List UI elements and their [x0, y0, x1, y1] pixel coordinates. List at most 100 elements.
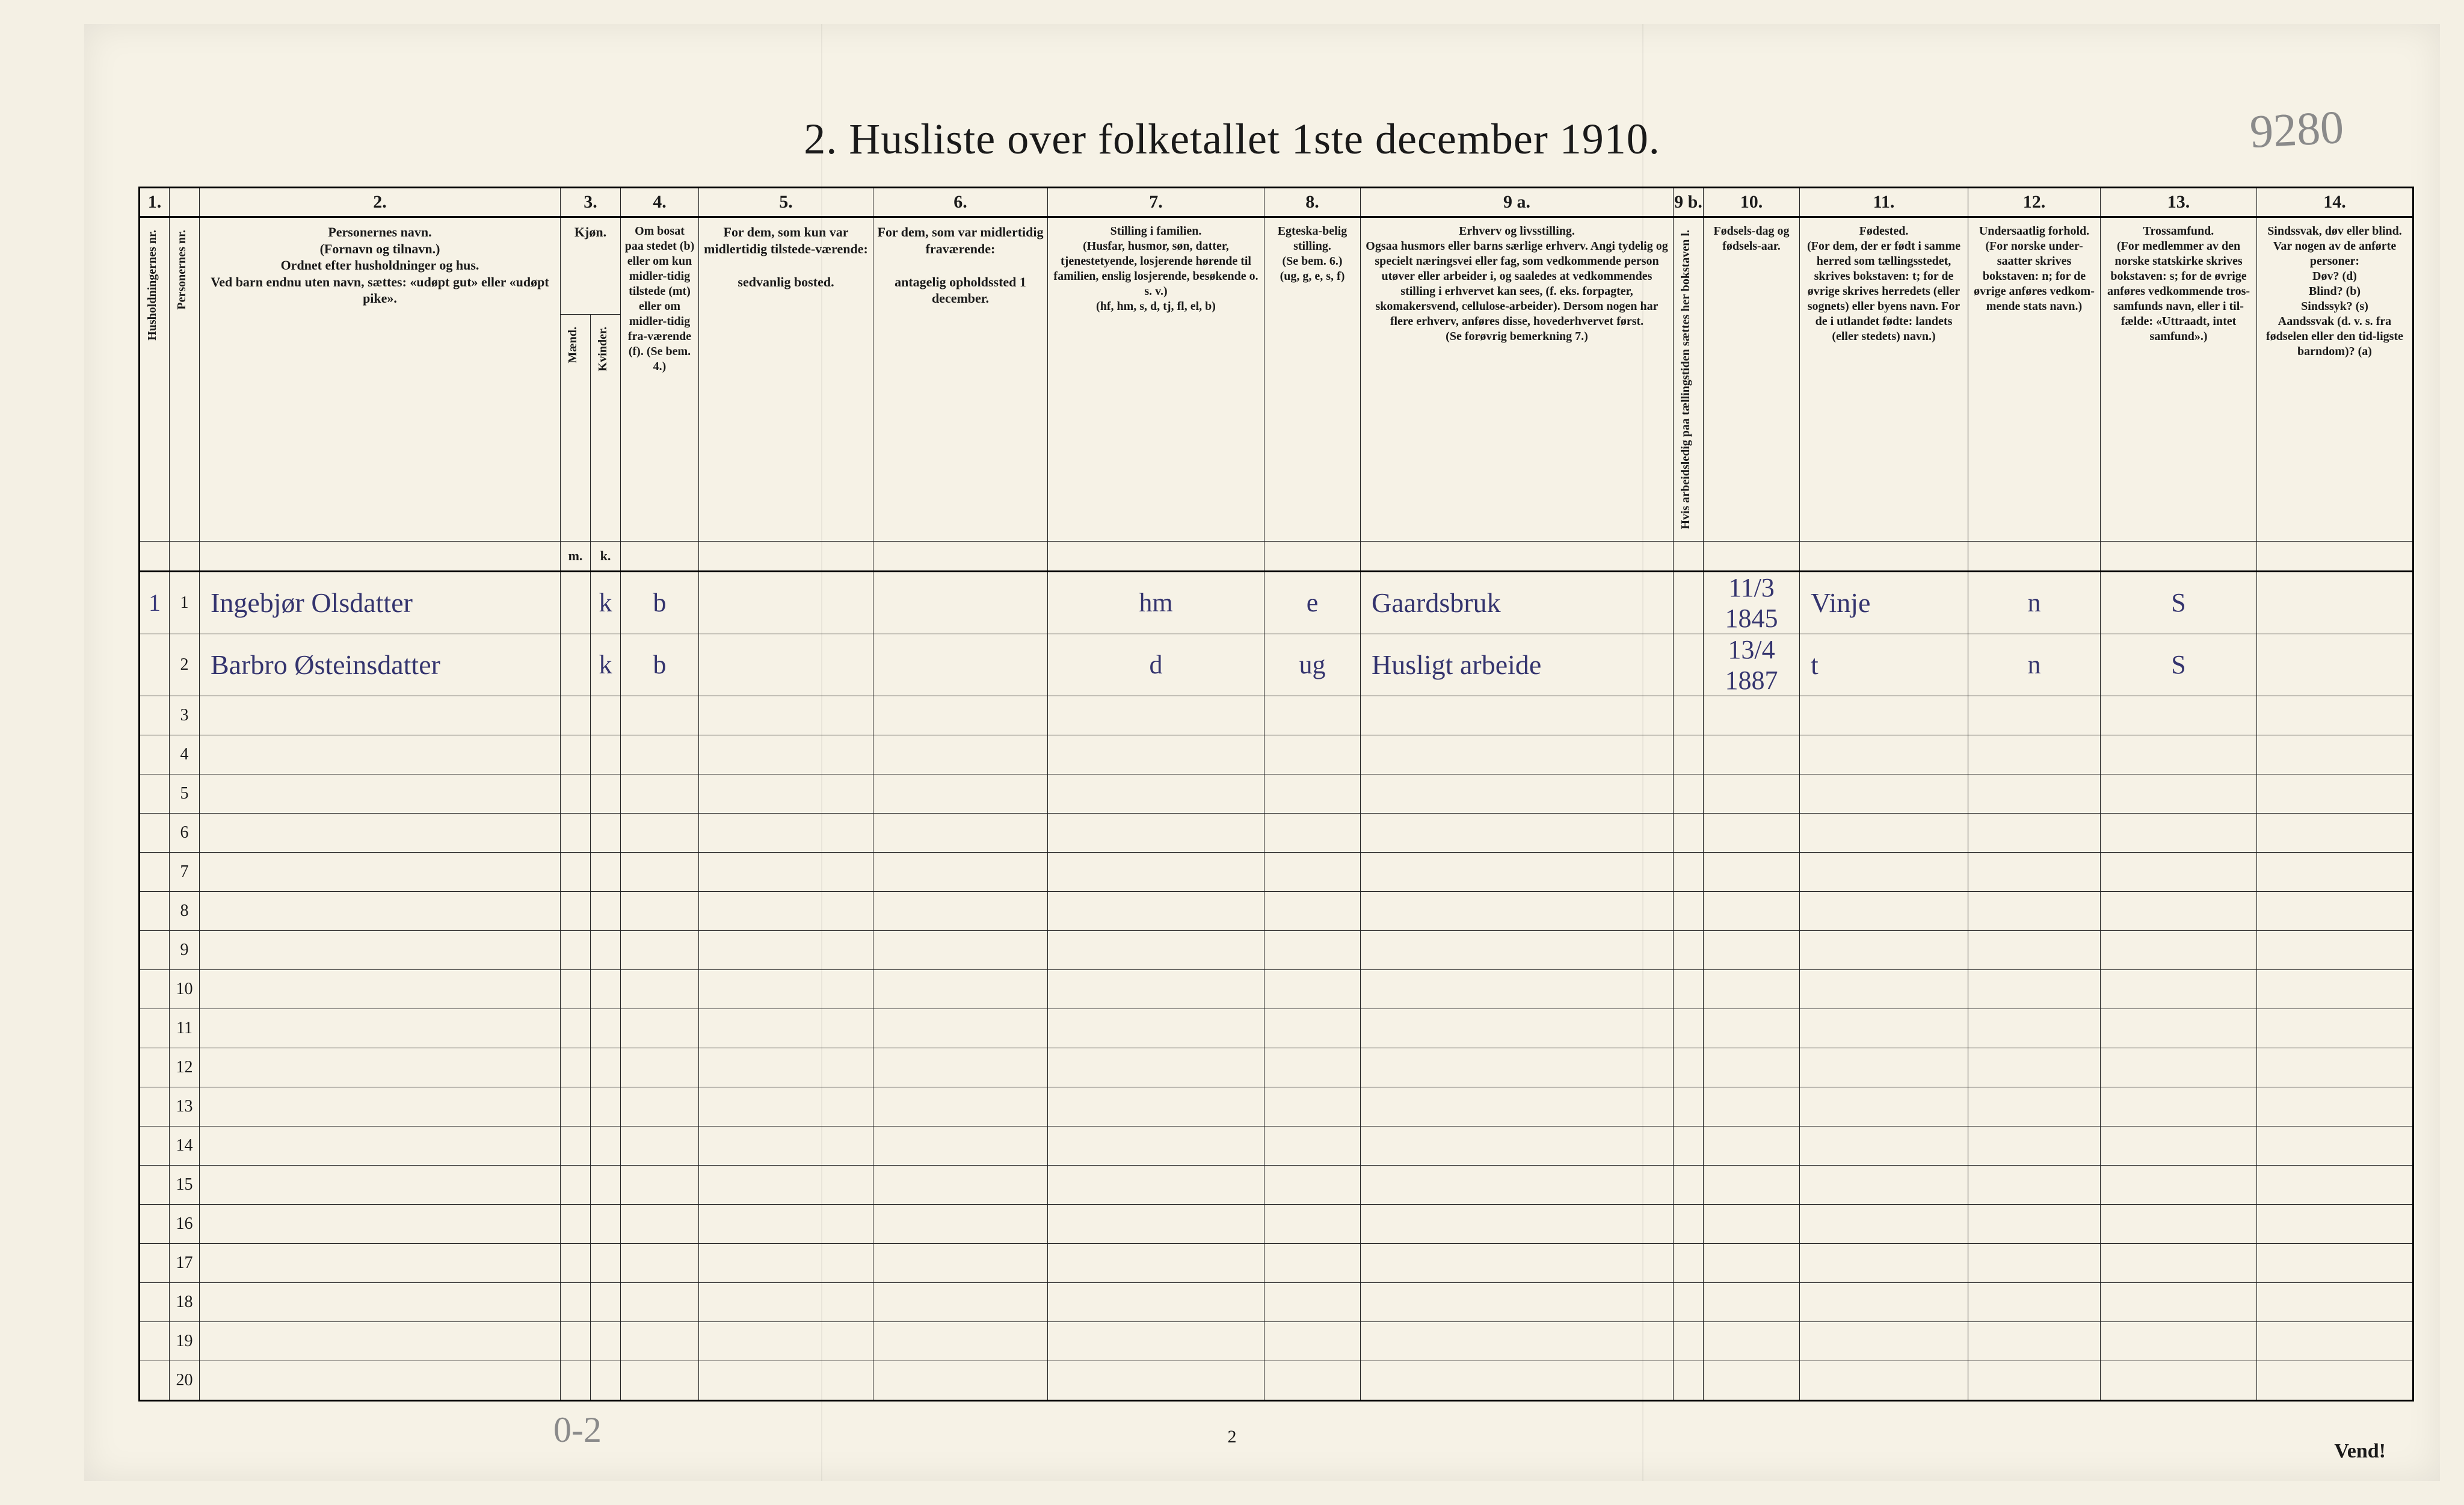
disability [2257, 852, 2413, 891]
family-position [1048, 1282, 1264, 1321]
family-position [1048, 813, 1264, 852]
sex-k [591, 1321, 621, 1361]
presumed-location [873, 1321, 1048, 1361]
column-header-row: Husholdningernes nr. Personernes nr. Per… [140, 217, 2413, 315]
birth-place: Vinje [1800, 571, 1968, 634]
unemployed [1674, 1126, 1704, 1165]
nationality [1968, 813, 2101, 852]
household-nr [140, 634, 170, 696]
unemployed [1674, 696, 1704, 735]
sex-m [561, 969, 591, 1009]
unemployed [1674, 813, 1704, 852]
col-number: 6. [873, 188, 1048, 217]
nationality [1968, 1282, 2101, 1321]
birth-date [1704, 1165, 1800, 1204]
marital-status [1264, 1009, 1361, 1048]
col-5-head: For dem, som kun var midlertidig tilsted… [699, 217, 873, 542]
person-name [200, 930, 561, 969]
marital-status: ug [1264, 634, 1361, 696]
sex-k [591, 1282, 621, 1321]
residence-status: b [621, 571, 699, 634]
household-nr [140, 852, 170, 891]
person-nr: 14 [170, 1126, 200, 1165]
usual-residence [699, 1243, 873, 1282]
person-name [200, 1048, 561, 1087]
nationality [1968, 1009, 2101, 1048]
birth-date [1704, 930, 1800, 969]
disability [2257, 735, 2413, 774]
person-name [200, 1282, 561, 1321]
residence-status [621, 1282, 699, 1321]
nationality [1968, 696, 2101, 735]
marital-status [1264, 891, 1361, 930]
unemployed [1674, 571, 1704, 634]
col-7-head: Stilling i familien. (Husfar, husmor, sø… [1048, 217, 1264, 542]
presumed-location [873, 1165, 1048, 1204]
marital-status: e [1264, 571, 1361, 634]
occupation [1361, 774, 1674, 813]
person-nr: 4 [170, 735, 200, 774]
presumed-location [873, 735, 1048, 774]
family-position [1048, 774, 1264, 813]
residence-status [621, 1126, 699, 1165]
sex-k [591, 1048, 621, 1087]
person-nr: 8 [170, 891, 200, 930]
col-number: 8. [1264, 188, 1361, 217]
birth-place [1800, 852, 1968, 891]
col-12-head: Undersaatlig forhold. (For norske under-… [1968, 217, 2101, 542]
disability [2257, 1048, 2413, 1087]
person-nr: 15 [170, 1165, 200, 1204]
presumed-location [873, 969, 1048, 1009]
birth-date [1704, 1087, 1800, 1126]
col-number [170, 188, 200, 217]
presumed-location [873, 634, 1048, 696]
religion [2101, 1321, 2257, 1361]
occupation [1361, 1243, 1674, 1282]
household-nr [140, 1165, 170, 1204]
sex-m [561, 774, 591, 813]
occupation [1361, 1009, 1674, 1048]
person-name: Barbro Østeinsdatter [200, 634, 561, 696]
family-position [1048, 1087, 1264, 1126]
occupation [1361, 735, 1674, 774]
col-number: 13. [2101, 188, 2257, 217]
sex-k [591, 1009, 621, 1048]
religion [2101, 1361, 2257, 1400]
religion [2101, 891, 2257, 930]
occupation: Gaardsbruk [1361, 571, 1674, 634]
presumed-location [873, 1087, 1048, 1126]
disability [2257, 774, 2413, 813]
birth-date [1704, 1361, 1800, 1400]
birth-date [1704, 1126, 1800, 1165]
nationality [1968, 774, 2101, 813]
usual-residence [699, 1321, 873, 1361]
marital-status [1264, 1361, 1361, 1400]
birth-date [1704, 1048, 1800, 1087]
usual-residence [699, 969, 873, 1009]
col-9a-head: Erhverv og livsstilling. Ogsaa husmors e… [1361, 217, 1674, 542]
family-position [1048, 1165, 1264, 1204]
household-nr [140, 1087, 170, 1126]
marital-status [1264, 696, 1361, 735]
occupation [1361, 1126, 1674, 1165]
birth-date [1704, 1009, 1800, 1048]
household-nr [140, 1361, 170, 1400]
table-row-blank: 18 [140, 1282, 2413, 1321]
religion [2101, 1009, 2257, 1048]
marital-status [1264, 1087, 1361, 1126]
disability [2257, 969, 2413, 1009]
religion [2101, 1243, 2257, 1282]
residence-status [621, 774, 699, 813]
occupation [1361, 969, 1674, 1009]
person-nr: 18 [170, 1282, 200, 1321]
disability [2257, 1165, 2413, 1204]
unemployed [1674, 852, 1704, 891]
birth-place [1800, 735, 1968, 774]
family-position [1048, 1126, 1264, 1165]
unemployed [1674, 1361, 1704, 1400]
census-table-wrap: 1.2.3.4.5.6.7.8.9 a.9 b.10.11.12.13.14. … [138, 187, 2398, 1401]
sex-m [561, 735, 591, 774]
table-row-blank: 15 [140, 1165, 2413, 1204]
presumed-location [873, 1048, 1048, 1087]
col-number: 9 b. [1674, 188, 1704, 217]
